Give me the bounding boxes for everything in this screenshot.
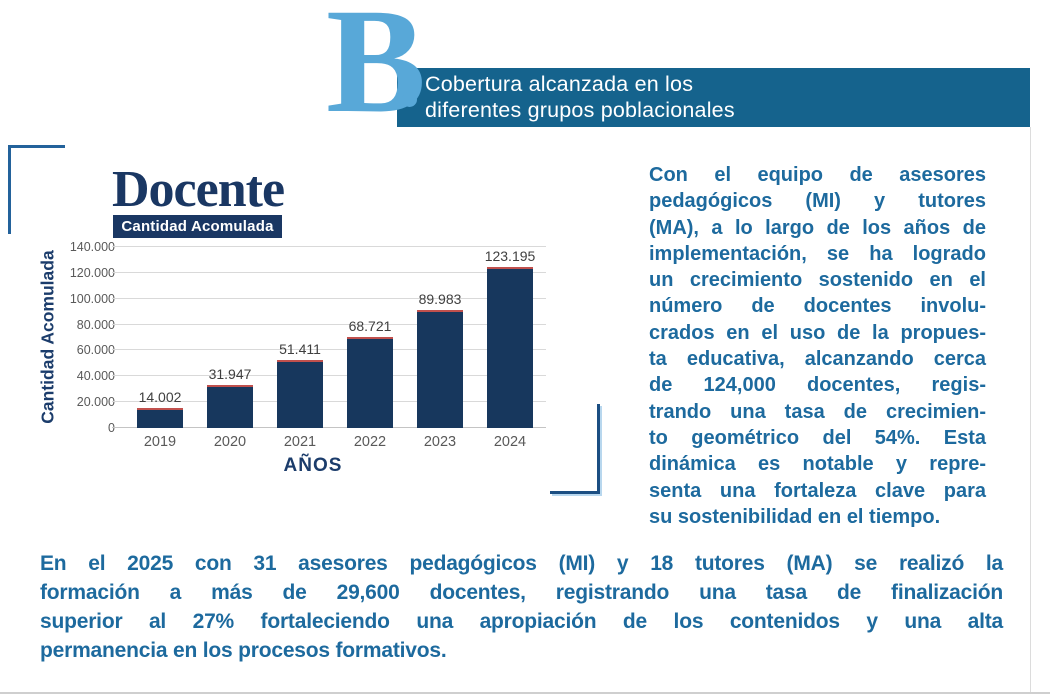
x-tick-label: 2019	[143, 434, 177, 450]
bar	[277, 359, 323, 428]
gridline	[112, 297, 546, 299]
bar-value-label: 31.947	[208, 365, 252, 382]
bar	[417, 309, 463, 428]
paragraph-line: (MA), a lo largo de los años de	[649, 216, 986, 239]
paragraph-line: implementación, se ha logrado	[649, 242, 986, 265]
bar-column: 51.411	[277, 341, 323, 428]
bar-chart-plot-area: 14.002 31.947 51.411 68.721 89.983 123.195	[112, 246, 546, 428]
bar-column: 14.002	[137, 389, 183, 428]
bar-value-label: 89.983	[418, 290, 462, 307]
bar-value-label: 14.002	[138, 388, 182, 405]
gridline	[112, 427, 546, 428]
section-header-banner: Cobertura alcanzada en los diferentes gr…	[397, 68, 1030, 127]
corner-bracket-top-left	[8, 145, 65, 234]
bar	[207, 384, 253, 428]
bar-column: 123.195	[484, 247, 536, 428]
chart-title: Docente	[112, 161, 285, 218]
bottom-paragraph: En el 2025 con 31 asesores pedagógicos (…	[40, 549, 1003, 665]
paragraph-line: pedagógicos (MI) y tutores	[649, 190, 986, 213]
bar-value-label: 68.721	[348, 318, 392, 335]
x-axis-tick-labels: 2019 2020 2021 2022 2023 2024	[120, 434, 546, 454]
paragraph-line: to geométrico del 54%. Esta	[649, 426, 986, 449]
y-tick-label: 80.000	[76, 317, 115, 332]
section-title-line1: Cobertura alcanzada en los	[425, 72, 694, 96]
y-tick-label: 140.000	[69, 240, 115, 254]
bar-column: 89.983	[417, 291, 463, 428]
paragraph-line: su sostenibilidad en el tiempo.	[649, 505, 941, 528]
gridline	[112, 271, 546, 273]
y-tick-label: 0	[108, 421, 115, 435]
section-title: Cobertura alcanzada en los diferentes gr…	[425, 71, 735, 123]
paragraph-line: trando una tasa de crecimien-	[649, 400, 986, 423]
y-tick-label: 40.000	[76, 369, 115, 384]
x-axis-title: AÑOS	[283, 455, 343, 476]
section-title-line2: diferentes grupos poblacionales	[425, 98, 735, 122]
bar	[137, 407, 183, 428]
gridline	[112, 401, 546, 403]
bar-value-label: 123.195	[484, 247, 536, 264]
paragraph-line: dinámica es notable y repre-	[649, 453, 986, 476]
y-axis-tick-labels: 0 20.000 40.000 60.000 80.000 100.000 120.000 1…	[30, 240, 115, 435]
paragraph-line: de 124,000 docentes, regis-	[649, 374, 986, 397]
right-edge-rule	[1030, 127, 1031, 693]
gridline	[112, 323, 546, 325]
bar	[487, 266, 533, 428]
paragraph-line: Con el equipo de asesores	[649, 164, 986, 186]
x-tick-label: 2023	[423, 434, 457, 450]
y-tick-label: 120.000	[69, 265, 115, 280]
paragraph-line: crados en el uso de la propues-	[649, 321, 986, 344]
x-tick-label: 2022	[353, 434, 387, 450]
paragraph-line: permanencia en los procesos formativos.	[40, 639, 447, 662]
bottom-divider-rule	[0, 692, 1050, 694]
paragraph-line: En el 2025 con 31 asesores pedagógicos (…	[40, 552, 1003, 575]
right-paragraph: Con el equipo de asesores pedagógicos (MI…	[649, 162, 986, 530]
bar	[347, 337, 393, 428]
y-tick-label: 20.000	[76, 395, 115, 410]
x-tick-label: 2021	[283, 434, 317, 450]
y-tick-label: 100.000	[69, 291, 115, 306]
gridline	[112, 375, 546, 377]
bar-column: 31.947	[207, 366, 253, 428]
paragraph-line: superior al 27% fortaleciendo una apropi…	[40, 610, 1003, 633]
paragraph-line: ta educativa, alcanzando cerca	[649, 348, 986, 371]
paragraph-line: número de docentes involu-	[649, 295, 986, 318]
paragraph-line: un crecimiento sostenido en el	[649, 269, 986, 292]
section-letter-dot	[402, 92, 417, 107]
gridline	[112, 349, 546, 351]
x-tick-label: 2024	[493, 434, 527, 450]
chart-subtitle-badge: Cantidad Acomulada	[113, 215, 282, 238]
x-tick-label: 2020	[213, 434, 247, 450]
paragraph-line: formación a más de 29,600 docentes, regi…	[40, 581, 1003, 604]
gridline	[112, 246, 546, 247]
section-letter-b: B	[326, 0, 426, 144]
bar-column: 68.721	[347, 318, 393, 428]
corner-bracket-bottom-right	[550, 404, 600, 494]
bar-value-label: 51.411	[279, 340, 321, 357]
y-tick-label: 60.000	[76, 343, 115, 358]
paragraph-line: senta una fortaleza clave para	[649, 479, 986, 502]
